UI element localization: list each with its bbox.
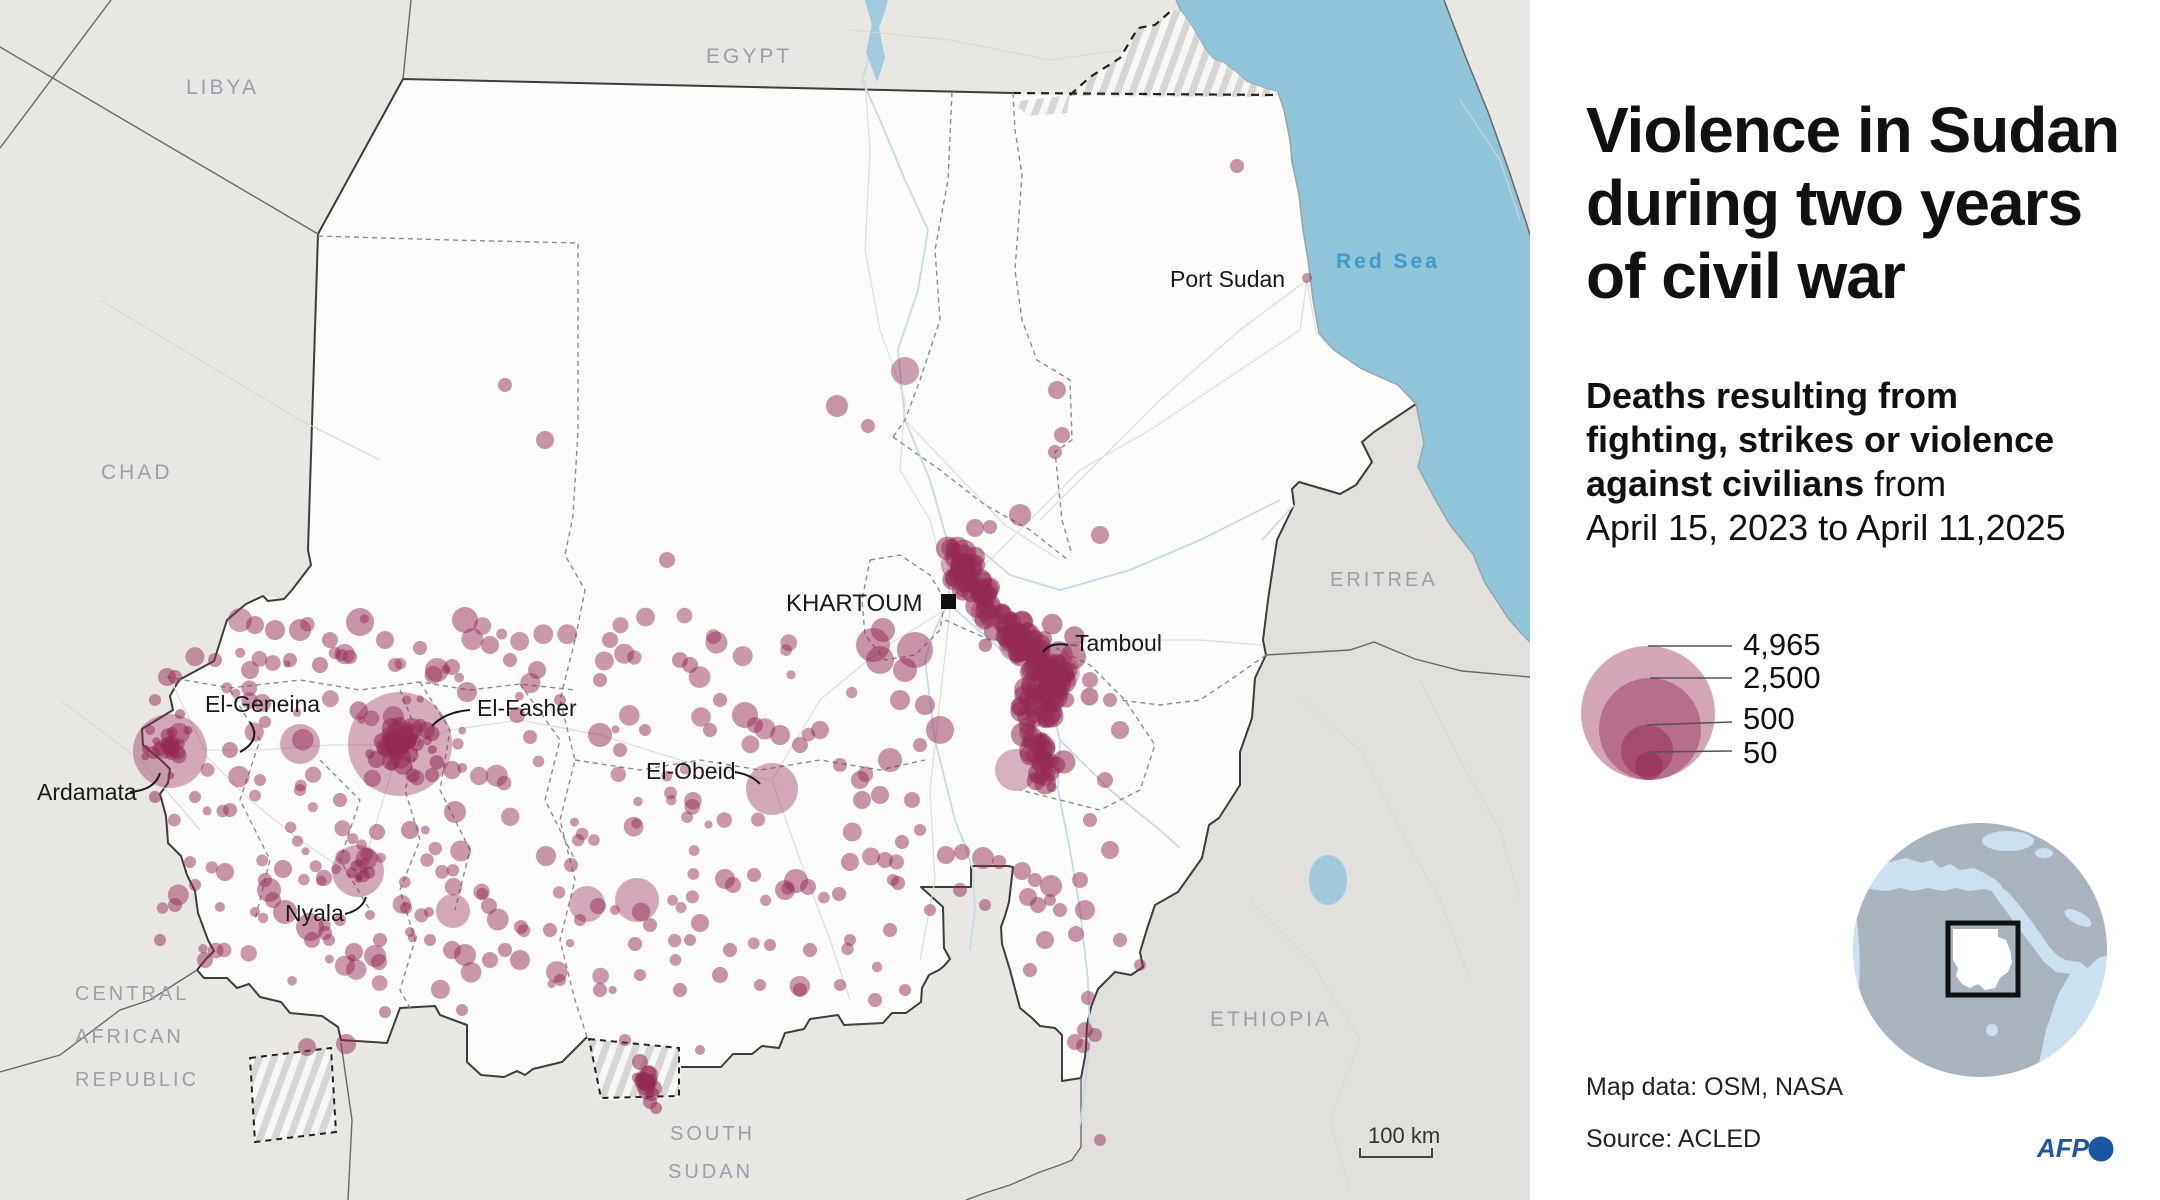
svg-text:Tamboul: Tamboul xyxy=(1075,630,1162,656)
svg-text:Port Sudan: Port Sudan xyxy=(1170,266,1285,292)
svg-text:April 15, 2023 to April 11,202: April 15, 2023 to April 11,2025 xyxy=(1586,507,2066,548)
svg-text:Ardamata: Ardamata xyxy=(37,779,137,805)
svg-text:AFP: AFP xyxy=(2036,1133,2090,1163)
svg-text:El-Obeid: El-Obeid xyxy=(646,758,735,784)
svg-text:100 km: 100 km xyxy=(1368,1123,1440,1148)
svg-text:Nyala: Nyala xyxy=(285,900,344,926)
svg-text:Deaths resulting from: Deaths resulting from xyxy=(1586,375,1958,416)
svg-text:ETHIOPIA: ETHIOPIA xyxy=(1210,1008,1332,1031)
svg-text:Violence in Sudan: Violence in Sudan xyxy=(1586,94,2119,166)
svg-text:CENTRAL: CENTRAL xyxy=(75,983,189,1005)
svg-text:Red Sea: Red Sea xyxy=(1336,250,1440,273)
svg-text:2,500: 2,500 xyxy=(1743,660,1821,695)
svg-text:El-Fasher: El-Fasher xyxy=(477,695,577,721)
svg-text:EGYPT: EGYPT xyxy=(706,45,792,68)
svg-text:El-Geneina: El-Geneina xyxy=(205,691,320,717)
svg-text:KHARTOUM: KHARTOUM xyxy=(786,590,922,617)
svg-text:during two years: during two years xyxy=(1586,167,2082,239)
svg-text:500: 500 xyxy=(1743,701,1795,736)
svg-text:fighting, strikes or violence: fighting, strikes or violence xyxy=(1586,419,2054,460)
svg-text:Map data: OSM, NASA: Map data: OSM, NASA xyxy=(1586,1073,1843,1101)
svg-text:SOUTH: SOUTH xyxy=(670,1123,755,1145)
svg-text:ERITREA: ERITREA xyxy=(1330,569,1438,591)
svg-text:Source: ACLED: Source: ACLED xyxy=(1586,1125,1761,1153)
svg-text:LIBYA: LIBYA xyxy=(186,76,259,99)
svg-text:50: 50 xyxy=(1743,735,1777,770)
svg-text:4,965: 4,965 xyxy=(1743,627,1821,662)
svg-text:AFRICAN: AFRICAN xyxy=(75,1026,184,1048)
svg-text:CHAD: CHAD xyxy=(101,461,173,484)
svg-text:against civilians from: against civilians from xyxy=(1586,463,1946,504)
svg-text:of civil war: of civil war xyxy=(1586,240,1905,312)
svg-text:REPUBLIC: REPUBLIC xyxy=(75,1069,199,1091)
svg-text:SUDAN: SUDAN xyxy=(668,1161,753,1183)
